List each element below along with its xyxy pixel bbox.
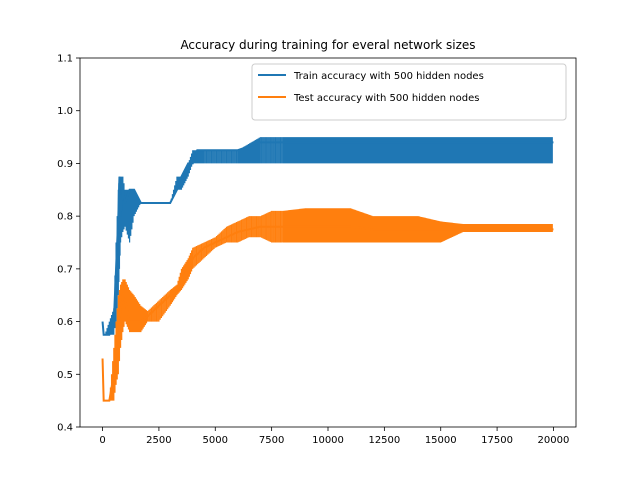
y-tick-label: 0.6	[57, 317, 73, 328]
y-tick-label: 0.7	[57, 264, 73, 275]
series-1	[101, 137, 554, 336]
y-tick-label: 0.4	[57, 423, 73, 434]
y-tick-label: 0.5	[57, 370, 73, 381]
chart-title: Accuracy during training for everal netw…	[180, 38, 475, 52]
legend-box	[251, 63, 567, 121]
x-axis-ticks: 0 2500 5000 7500 10000 12500 15000 17500 20000	[99, 427, 569, 446]
x-tick-label: 2500	[146, 435, 171, 446]
y-axis-ticks: 0.4 0.5 0.6 0.7 0.8 0.9 1.0 1.1	[57, 54, 80, 434]
series-2	[101, 208, 554, 402]
x-tick-label: 5000	[203, 435, 228, 446]
x-tick-label: 20000	[538, 435, 570, 446]
x-tick-label: 7500	[259, 435, 284, 446]
legend-label: Test accuracy with 500 hidden nodes	[293, 93, 479, 104]
series-1-line	[101, 141, 554, 336]
x-tick-label: 17500	[481, 435, 513, 446]
series-layer	[101, 137, 554, 402]
y-tick-label: 0.9	[57, 159, 73, 170]
legend-label: Train accuracy with 500 hidden nodes	[293, 71, 484, 82]
x-tick-label: 12500	[368, 435, 400, 446]
legend: Train accuracy with 500 hidden nodes Test…	[251, 63, 567, 121]
x-tick-label: 0	[99, 435, 105, 446]
series-2-line	[101, 225, 554, 402]
y-tick-label: 0.8	[57, 212, 73, 223]
x-tick-label: 10000	[312, 435, 344, 446]
y-tick-label: 1.0	[57, 106, 73, 117]
y-tick-label: 1.1	[57, 54, 73, 65]
x-tick-label: 15000	[425, 435, 457, 446]
series-2-oscillation	[109, 208, 553, 401]
